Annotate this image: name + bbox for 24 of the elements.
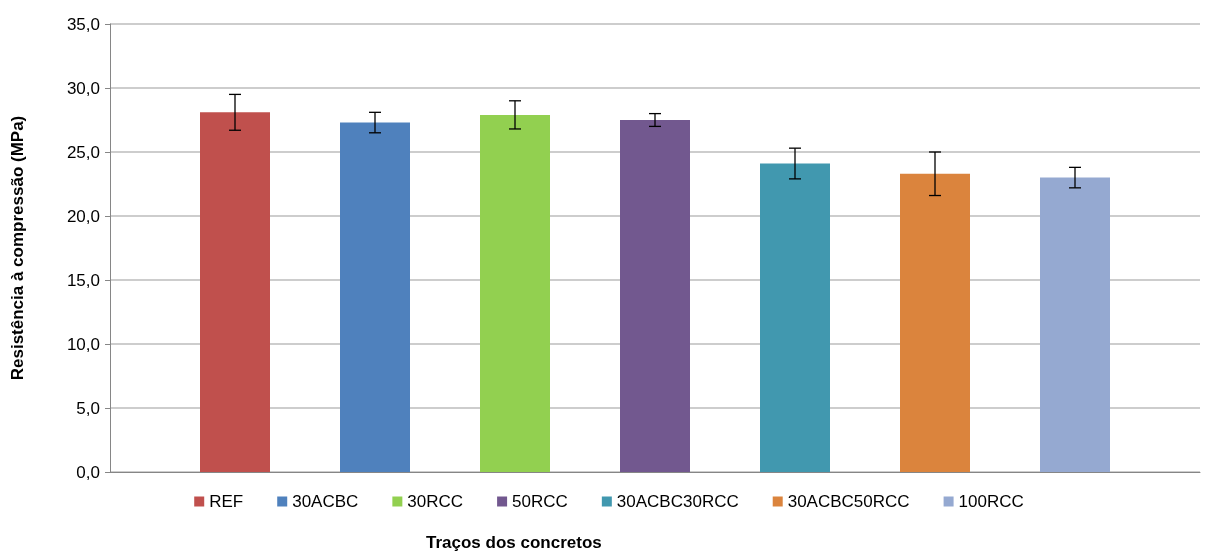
bar bbox=[620, 120, 690, 472]
bar bbox=[900, 173, 970, 472]
y-tick-label: 25,0 bbox=[66, 142, 100, 162]
y-tick-label: 30,0 bbox=[66, 78, 100, 98]
legend-label: 100RCC bbox=[958, 492, 1024, 511]
bar bbox=[1040, 177, 1110, 472]
legend-label: REF bbox=[209, 492, 244, 511]
y-tick-label: 10,0 bbox=[66, 334, 100, 354]
y-tick-label: 15,0 bbox=[66, 270, 100, 290]
y-tick-label: 35,0 bbox=[66, 14, 100, 34]
legend-label: 30RCC bbox=[407, 492, 464, 511]
bar bbox=[340, 122, 410, 472]
legend-label: 30ACBC50RCC bbox=[787, 492, 910, 511]
y-tick-label: 0,0 bbox=[76, 462, 100, 482]
bar bbox=[760, 163, 830, 472]
bar bbox=[480, 114, 550, 472]
legend-label: 30ACBC30RCC bbox=[616, 492, 739, 511]
bar bbox=[200, 112, 270, 472]
legend-label: 30ACBC bbox=[292, 492, 359, 511]
x-axis-title: Traços dos concretos bbox=[426, 533, 602, 552]
legend-label: 50RCC bbox=[512, 492, 568, 511]
y-tick-label: 20,0 bbox=[66, 206, 100, 226]
y-tick-label: 5,0 bbox=[76, 398, 100, 418]
y-axis-title: Resistência à compressão (MPa) bbox=[8, 115, 27, 381]
